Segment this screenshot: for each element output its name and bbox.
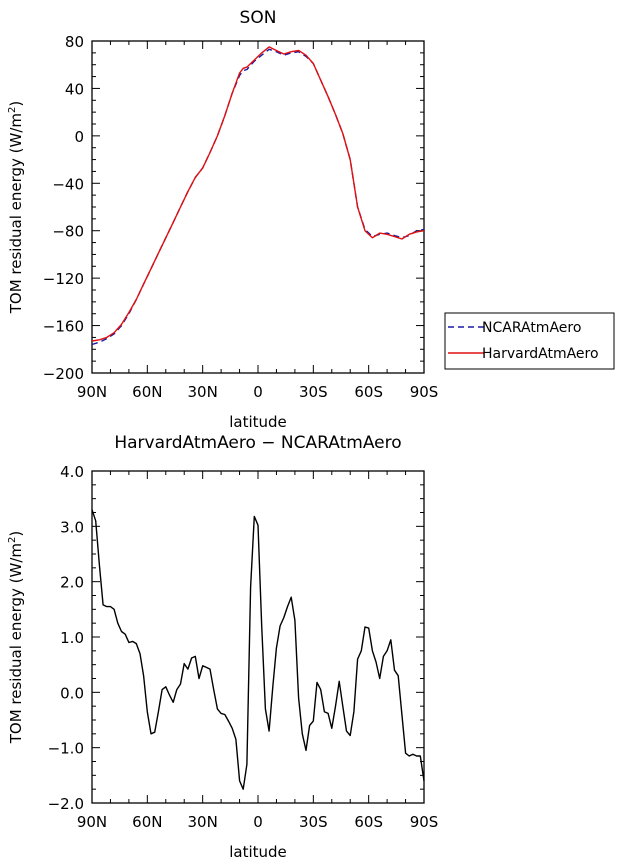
x-tick-label: 60N <box>132 383 162 401</box>
y-tick-label: −80 <box>52 223 84 241</box>
y-tick-label: 0 <box>74 128 84 146</box>
bottom-panel: HarvardAtmAero − NCARAtmAero 4.0 3.0 2.0 1.… <box>7 433 438 861</box>
x-tick-label: 90S <box>410 383 439 401</box>
y-tick-label: 80 <box>65 33 84 51</box>
y-tick-label: 1.0 <box>60 629 84 647</box>
plot-frame <box>91 470 425 804</box>
chart-title: HarvardAtmAero − NCARAtmAero <box>114 433 401 453</box>
x-axis-label: latitude <box>229 843 287 861</box>
legend-box <box>444 312 615 370</box>
legend-label-harvardatmaero: HarvardAtmAero <box>482 346 599 362</box>
chart-title: SON <box>240 8 277 28</box>
x-axis-ticks: 90N 60N 30N 0 30S 60S 90S <box>77 41 438 401</box>
x-axis-label: latitude <box>229 413 287 431</box>
y-tick-label: −160 <box>43 318 84 336</box>
y-axis-label: TOM residual energy (W/m2) <box>7 531 25 745</box>
x-tick-label: 0 <box>253 383 263 401</box>
series-line-harvardatmaero <box>91 46 425 342</box>
x-tick-label: 30N <box>188 383 218 401</box>
y-axis-label: TOM residual energy (W/m2) <box>7 101 25 315</box>
y-tick-label: 40 <box>65 80 84 98</box>
x-tick-label: 60S <box>354 383 383 401</box>
x-axis-ticks: 90N 60N 30N 0 30S 60S 90S <box>77 471 438 831</box>
y-tick-label: −1.0 <box>48 740 84 758</box>
y-tick-label: −120 <box>43 270 84 288</box>
plot-frame <box>91 40 425 374</box>
y-axis-ticks: 80 40 0 −40 −80 −120 −160 −200 <box>43 33 424 383</box>
series-line-ncaratmaero <box>91 48 425 346</box>
x-tick-label: 30S <box>299 383 328 401</box>
x-tick-label: 30S <box>299 813 328 831</box>
x-tick-label: 0 <box>253 813 263 831</box>
y-tick-label: 2.0 <box>60 574 84 592</box>
legend: NCARAtmAero HarvardAtmAero <box>444 312 615 370</box>
top-panel: SON 80 40 0 −40 −80 −120 −160 −200 90N 60N 30N 0 30… <box>7 8 615 431</box>
series-line-difference <box>91 509 425 790</box>
series-lines <box>91 509 425 790</box>
y-tick-label: 0.0 <box>60 684 84 702</box>
x-tick-label: 90N <box>77 383 107 401</box>
x-tick-label: 30N <box>188 813 218 831</box>
y-axis-ticks: 4.0 3.0 2.0 1.0 0.0 −1.0 −2.0 <box>48 463 424 813</box>
y-tick-label: −200 <box>43 365 84 383</box>
x-tick-label: 60S <box>354 813 383 831</box>
y-tick-label: −2.0 <box>48 795 84 813</box>
x-tick-label: 90N <box>77 813 107 831</box>
x-tick-label: 90S <box>410 813 439 831</box>
y-tick-label: 4.0 <box>60 463 84 481</box>
y-tick-label: −40 <box>52 175 84 193</box>
x-tick-label: 60N <box>132 813 162 831</box>
series-lines <box>91 46 425 346</box>
y-tick-label: 3.0 <box>60 518 84 536</box>
legend-label-ncaratmaero: NCARAtmAero <box>482 320 581 336</box>
